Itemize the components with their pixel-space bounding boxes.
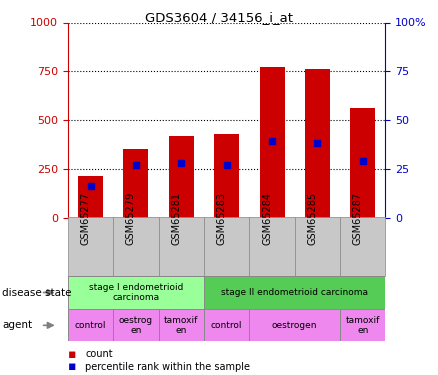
Bar: [169, 136, 194, 218]
Text: ▪: ▪: [68, 348, 76, 361]
Text: oestrog
en: oestrog en: [119, 316, 153, 335]
Text: percentile rank within the sample: percentile rank within the sample: [85, 362, 251, 372]
Bar: [204, 276, 385, 309]
Bar: [68, 276, 204, 309]
Bar: [249, 217, 295, 276]
Bar: [204, 217, 249, 276]
Text: GSM65279: GSM65279: [126, 192, 136, 245]
Bar: [340, 217, 385, 276]
Text: count: count: [85, 350, 113, 359]
Bar: [124, 149, 148, 217]
Text: GDS3604 / 34156_i_at: GDS3604 / 34156_i_at: [145, 11, 293, 24]
Bar: [68, 217, 113, 276]
Bar: [159, 217, 204, 276]
Text: stage I endometrioid
carcinoma: stage I endometrioid carcinoma: [89, 283, 183, 302]
Bar: [249, 309, 340, 341]
Bar: [214, 134, 239, 218]
Bar: [204, 309, 249, 341]
Bar: [350, 108, 375, 217]
Text: GSM65284: GSM65284: [262, 192, 272, 245]
Text: tamoxif
en: tamoxif en: [164, 316, 198, 335]
Text: GSM65281: GSM65281: [171, 192, 181, 245]
Bar: [159, 309, 204, 341]
Text: GSM65287: GSM65287: [353, 192, 363, 245]
Text: control: control: [211, 321, 242, 330]
Text: control: control: [75, 321, 106, 330]
Text: oestrogen: oestrogen: [272, 321, 318, 330]
Bar: [340, 309, 385, 341]
Text: GSM65285: GSM65285: [307, 192, 318, 245]
Text: GSM65277: GSM65277: [81, 192, 91, 245]
Text: stage II endometrioid carcinoma: stage II endometrioid carcinoma: [221, 288, 368, 297]
Bar: [260, 68, 285, 218]
Bar: [295, 217, 340, 276]
Bar: [113, 217, 159, 276]
Bar: [78, 176, 103, 217]
Text: agent: agent: [2, 320, 32, 330]
Bar: [68, 309, 113, 341]
Text: ▪: ▪: [68, 360, 76, 373]
Text: disease state: disease state: [2, 288, 72, 297]
Bar: [305, 69, 330, 218]
Bar: [113, 309, 159, 341]
Text: GSM65283: GSM65283: [217, 192, 227, 245]
Text: tamoxif
en: tamoxif en: [346, 316, 380, 335]
